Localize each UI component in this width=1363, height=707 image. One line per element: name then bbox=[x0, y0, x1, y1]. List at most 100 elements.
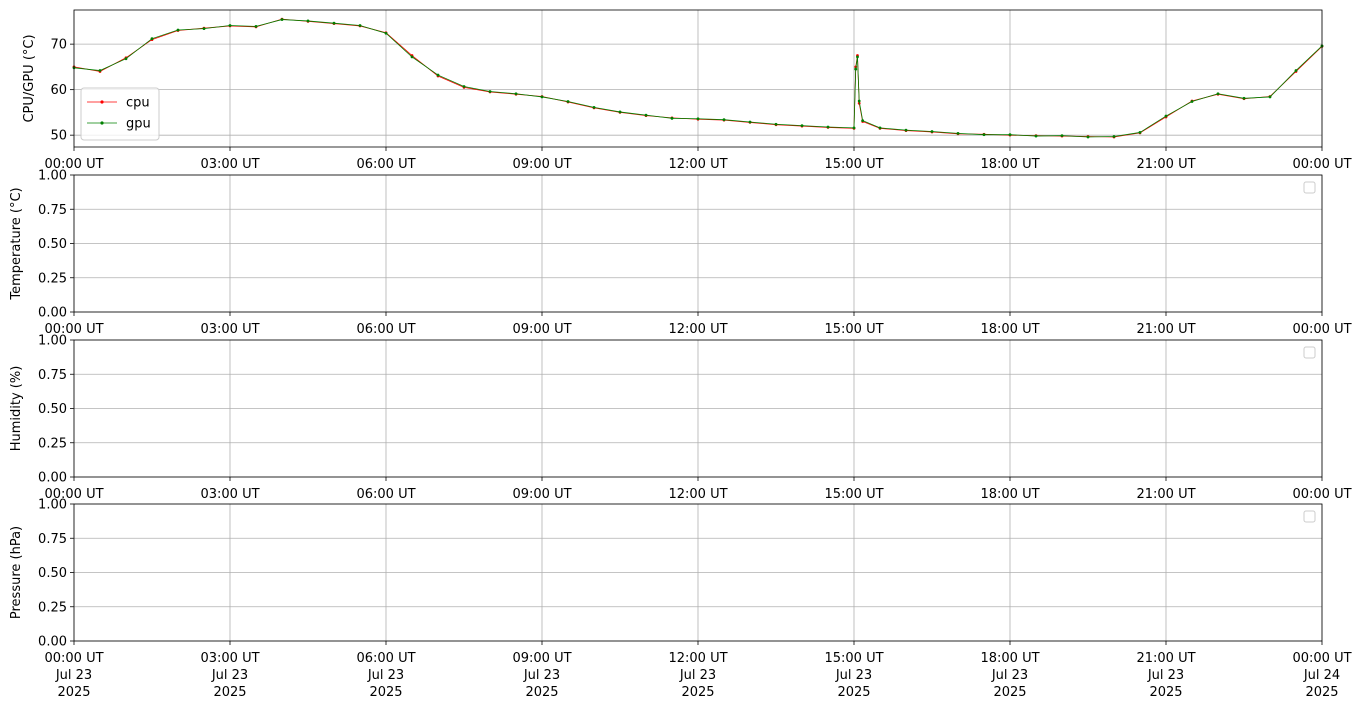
x-tick-label-line: 2025 bbox=[369, 685, 402, 700]
x-tick-label: 15:00 UT bbox=[824, 487, 883, 502]
x-tick-label-line: Jul 23 bbox=[835, 668, 872, 683]
point bbox=[202, 27, 206, 31]
point bbox=[1164, 114, 1168, 118]
point bbox=[956, 131, 960, 135]
x-tick-label: 15:00 UT bbox=[824, 157, 883, 172]
point bbox=[1216, 92, 1220, 96]
point bbox=[854, 67, 858, 71]
axes-frame bbox=[73, 9, 1323, 148]
x-tick-label: 18:00 UT bbox=[980, 157, 1039, 172]
point bbox=[1268, 95, 1272, 99]
x-tick-label: 03:00 UT bbox=[200, 487, 259, 502]
y-tick-label: 0.25 bbox=[38, 436, 67, 451]
x-tick-label-line: 2025 bbox=[1149, 685, 1182, 700]
x-tick-label-line: Jul 23 bbox=[1147, 668, 1184, 683]
x-tick-label: 12:00 UT bbox=[668, 487, 727, 502]
x-tick-label-line: 2025 bbox=[993, 685, 1026, 700]
y-tick-label: 0.25 bbox=[38, 600, 67, 615]
x-tick-label: 21:00 UT Jul 23 2025 bbox=[1136, 651, 1195, 700]
point bbox=[98, 69, 102, 72]
x-tick-label-line: 2025 bbox=[213, 685, 246, 700]
point bbox=[1008, 133, 1012, 137]
point bbox=[436, 73, 440, 77]
x-tick-label-line: Jul 23 bbox=[55, 668, 92, 683]
x-tick-label-line: 2025 bbox=[1305, 685, 1338, 700]
x-tick-label-line: Jul 23 bbox=[523, 668, 560, 683]
x-tick-label-line: Jul 23 bbox=[679, 668, 716, 683]
x-tick-label: 09:00 UT Jul 23 2025 bbox=[512, 651, 571, 700]
x-tick-label: 00:00 UT bbox=[44, 322, 103, 337]
point bbox=[384, 31, 388, 35]
x-tick-label: 00:00 UT bbox=[1292, 157, 1351, 172]
point bbox=[1086, 135, 1090, 139]
point bbox=[592, 106, 596, 109]
y-axis-label: Pressure (hPa) bbox=[9, 526, 24, 619]
x-tick-label: 21:00 UT bbox=[1136, 487, 1195, 502]
point bbox=[930, 130, 934, 133]
point bbox=[1060, 134, 1064, 138]
point bbox=[306, 19, 310, 23]
y-tick-label: 0.50 bbox=[38, 237, 67, 252]
y-axis-label: Humidity (%) bbox=[9, 366, 24, 452]
point bbox=[800, 124, 804, 128]
y-tick-label: 1.00 bbox=[38, 169, 67, 184]
x-tick-label: 06:00 UT Jul 23 2025 bbox=[356, 651, 415, 700]
point bbox=[856, 55, 859, 59]
x-tick-label-line: 18:00 UT bbox=[980, 651, 1039, 666]
x-tick-label-line: 2025 bbox=[525, 685, 558, 700]
axes-frame bbox=[73, 503, 1323, 642]
point bbox=[644, 113, 648, 117]
x-tick-label: 15:00 UT bbox=[824, 322, 883, 337]
x-tick-label-line: 00:00 UT bbox=[44, 651, 103, 666]
x-tick-label: 03:00 UT Jul 23 2025 bbox=[200, 651, 259, 700]
x-tick-label-line: Jul 24 bbox=[1303, 668, 1340, 683]
x-tick-label-line: 00:00 UT bbox=[1292, 651, 1351, 666]
x-tick-label: 21:00 UT bbox=[1136, 157, 1195, 172]
y-tick-label: 60 bbox=[50, 83, 67, 98]
point bbox=[878, 126, 882, 130]
point bbox=[696, 117, 700, 121]
point bbox=[514, 92, 518, 96]
x-tick-label: 18:00 UT Jul 23 2025 bbox=[980, 651, 1039, 700]
y-tick-label: 0.50 bbox=[38, 566, 67, 581]
x-tick-label: 00:00 UT bbox=[1292, 322, 1351, 337]
y-axis-label: CPU/GPU (°C) bbox=[22, 34, 37, 122]
legend-box bbox=[1303, 510, 1316, 523]
point bbox=[1242, 96, 1246, 100]
point bbox=[358, 24, 362, 27]
point bbox=[1112, 135, 1116, 138]
point bbox=[852, 126, 856, 130]
point bbox=[722, 118, 726, 122]
x-tick-label: 03:00 UT bbox=[200, 322, 259, 337]
y-axis-label: Temperature (°C) bbox=[9, 187, 24, 300]
point bbox=[410, 55, 414, 59]
point bbox=[332, 21, 336, 25]
x-tick-label-line: Jul 23 bbox=[211, 668, 248, 683]
legend-marker bbox=[100, 100, 104, 104]
y-tick-label: 1.00 bbox=[38, 334, 67, 349]
legend-box bbox=[1303, 346, 1316, 359]
legend-box bbox=[80, 87, 160, 141]
y-tick-label: 70 bbox=[50, 38, 67, 53]
point bbox=[857, 99, 861, 103]
x-tick-label-line: 2025 bbox=[681, 685, 714, 700]
x-tick-label: 03:00 UT bbox=[200, 157, 259, 172]
x-tick-label: 12:00 UT Jul 23 2025 bbox=[668, 651, 727, 700]
y-tick-label: 0.00 bbox=[38, 306, 67, 321]
y-tick-label: 0.25 bbox=[38, 271, 67, 286]
y-tick-label: 0.00 bbox=[38, 471, 67, 486]
point bbox=[254, 24, 258, 28]
point bbox=[774, 122, 778, 126]
point bbox=[1294, 69, 1298, 72]
point bbox=[618, 110, 622, 114]
point bbox=[150, 37, 154, 41]
point bbox=[228, 24, 232, 27]
x-tick-label-line: Jul 23 bbox=[367, 668, 404, 683]
x-tick-label: 12:00 UT bbox=[668, 322, 727, 337]
point bbox=[176, 28, 180, 32]
y-tick-label: 0.75 bbox=[38, 368, 67, 383]
x-tick-label-line: 12:00 UT bbox=[668, 651, 727, 666]
point bbox=[904, 128, 908, 132]
point bbox=[124, 57, 128, 61]
y-tick-label: 0.75 bbox=[38, 203, 67, 218]
